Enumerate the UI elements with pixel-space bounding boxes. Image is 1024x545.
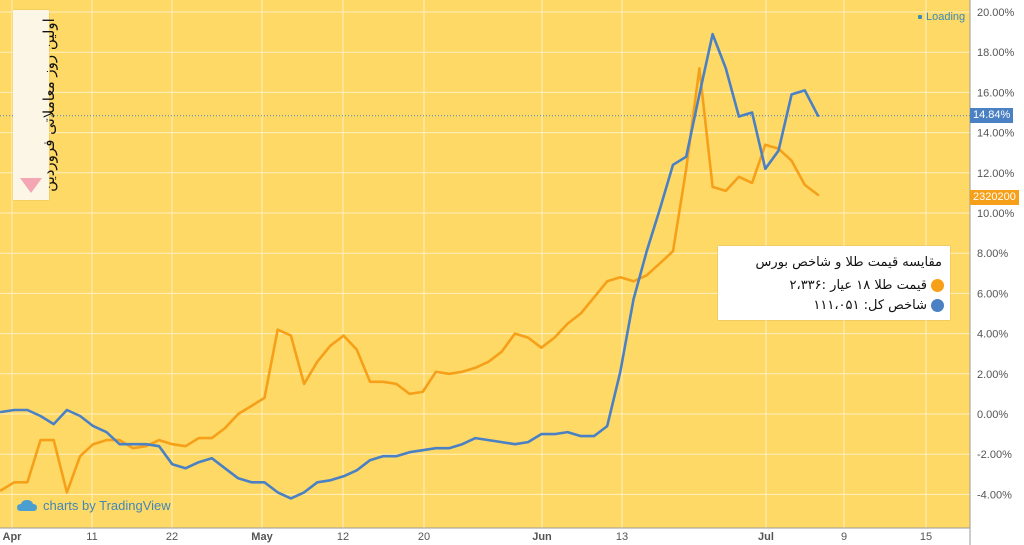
x-tick-label: 13 xyxy=(616,531,628,543)
y-tick-label: 14.00% xyxy=(977,128,1015,140)
legend-index-label: شاخص کل: ۱۱۱،۰۵۱ xyxy=(813,298,927,313)
loading-label: Loading xyxy=(926,11,966,23)
legend-item-gold[interactable]: قیمت طلا ۱۸ عیار :۲،۳۳۶ xyxy=(790,278,944,293)
y-tick-label: 16.00% xyxy=(977,87,1015,99)
y-tick-label: 8.00% xyxy=(977,248,1008,260)
index-price-tag: 14.84% xyxy=(970,108,1014,123)
gold-dot-icon xyxy=(931,279,944,292)
y-tick-label: 6.00% xyxy=(977,288,1008,300)
y-tick-label: 2.00% xyxy=(977,369,1008,381)
y-tick-label: -4.00% xyxy=(977,489,1012,501)
x-tick-label: 15 xyxy=(920,531,932,543)
tradingview-watermark[interactable]: charts by TradingView xyxy=(16,498,171,513)
legend: مقایسه قیمت طلا و شاخص بورس قیمت طلا ۱۸ … xyxy=(718,246,950,320)
gold-series-line xyxy=(0,67,820,494)
y-tick-label: 4.00% xyxy=(977,329,1008,341)
annotation-box[interactable]: اولین روز معاملاتی فروردین xyxy=(13,10,58,200)
y-tick-label: 18.00% xyxy=(977,47,1015,59)
legend-item-index[interactable]: شاخص کل: ۱۱۱،۰۵۱ xyxy=(813,298,944,313)
gold-price-tag: 2320200 xyxy=(970,190,1019,205)
x-tick-label: 9 xyxy=(841,531,847,543)
y-tick-label: -2.00% xyxy=(977,449,1012,461)
watermark-text: charts by TradingView xyxy=(43,498,171,513)
x-tick-label: 11 xyxy=(86,531,97,543)
y-tick-label: 12.00% xyxy=(977,168,1015,180)
index-dot-icon xyxy=(931,299,944,312)
x-tick-label: Apr xyxy=(3,531,23,543)
cloud-icon xyxy=(17,499,37,511)
legend-title: مقایسه قیمت طلا و شاخص بورس xyxy=(755,255,942,270)
loading-dot-icon xyxy=(918,15,922,20)
y-tick-label: 0.00% xyxy=(977,409,1008,421)
y-tick-label: 10.00% xyxy=(977,208,1015,220)
triangle-down-icon xyxy=(20,178,42,193)
index-series-line xyxy=(0,32,820,500)
x-tick-label: Jul xyxy=(758,531,774,543)
loading-indicator: Loading xyxy=(918,11,965,23)
x-tick-label: 22 xyxy=(166,531,178,543)
x-tick-label: Jun xyxy=(532,531,552,543)
legend-gold-label: قیمت طلا ۱۸ عیار :۲،۳۳۶ xyxy=(789,278,927,293)
x-tick-label: 12 xyxy=(337,531,349,543)
x-tick-label: May xyxy=(251,531,273,543)
x-tick-label: 20 xyxy=(418,531,430,543)
y-tick-label: 20.00% xyxy=(977,7,1015,19)
